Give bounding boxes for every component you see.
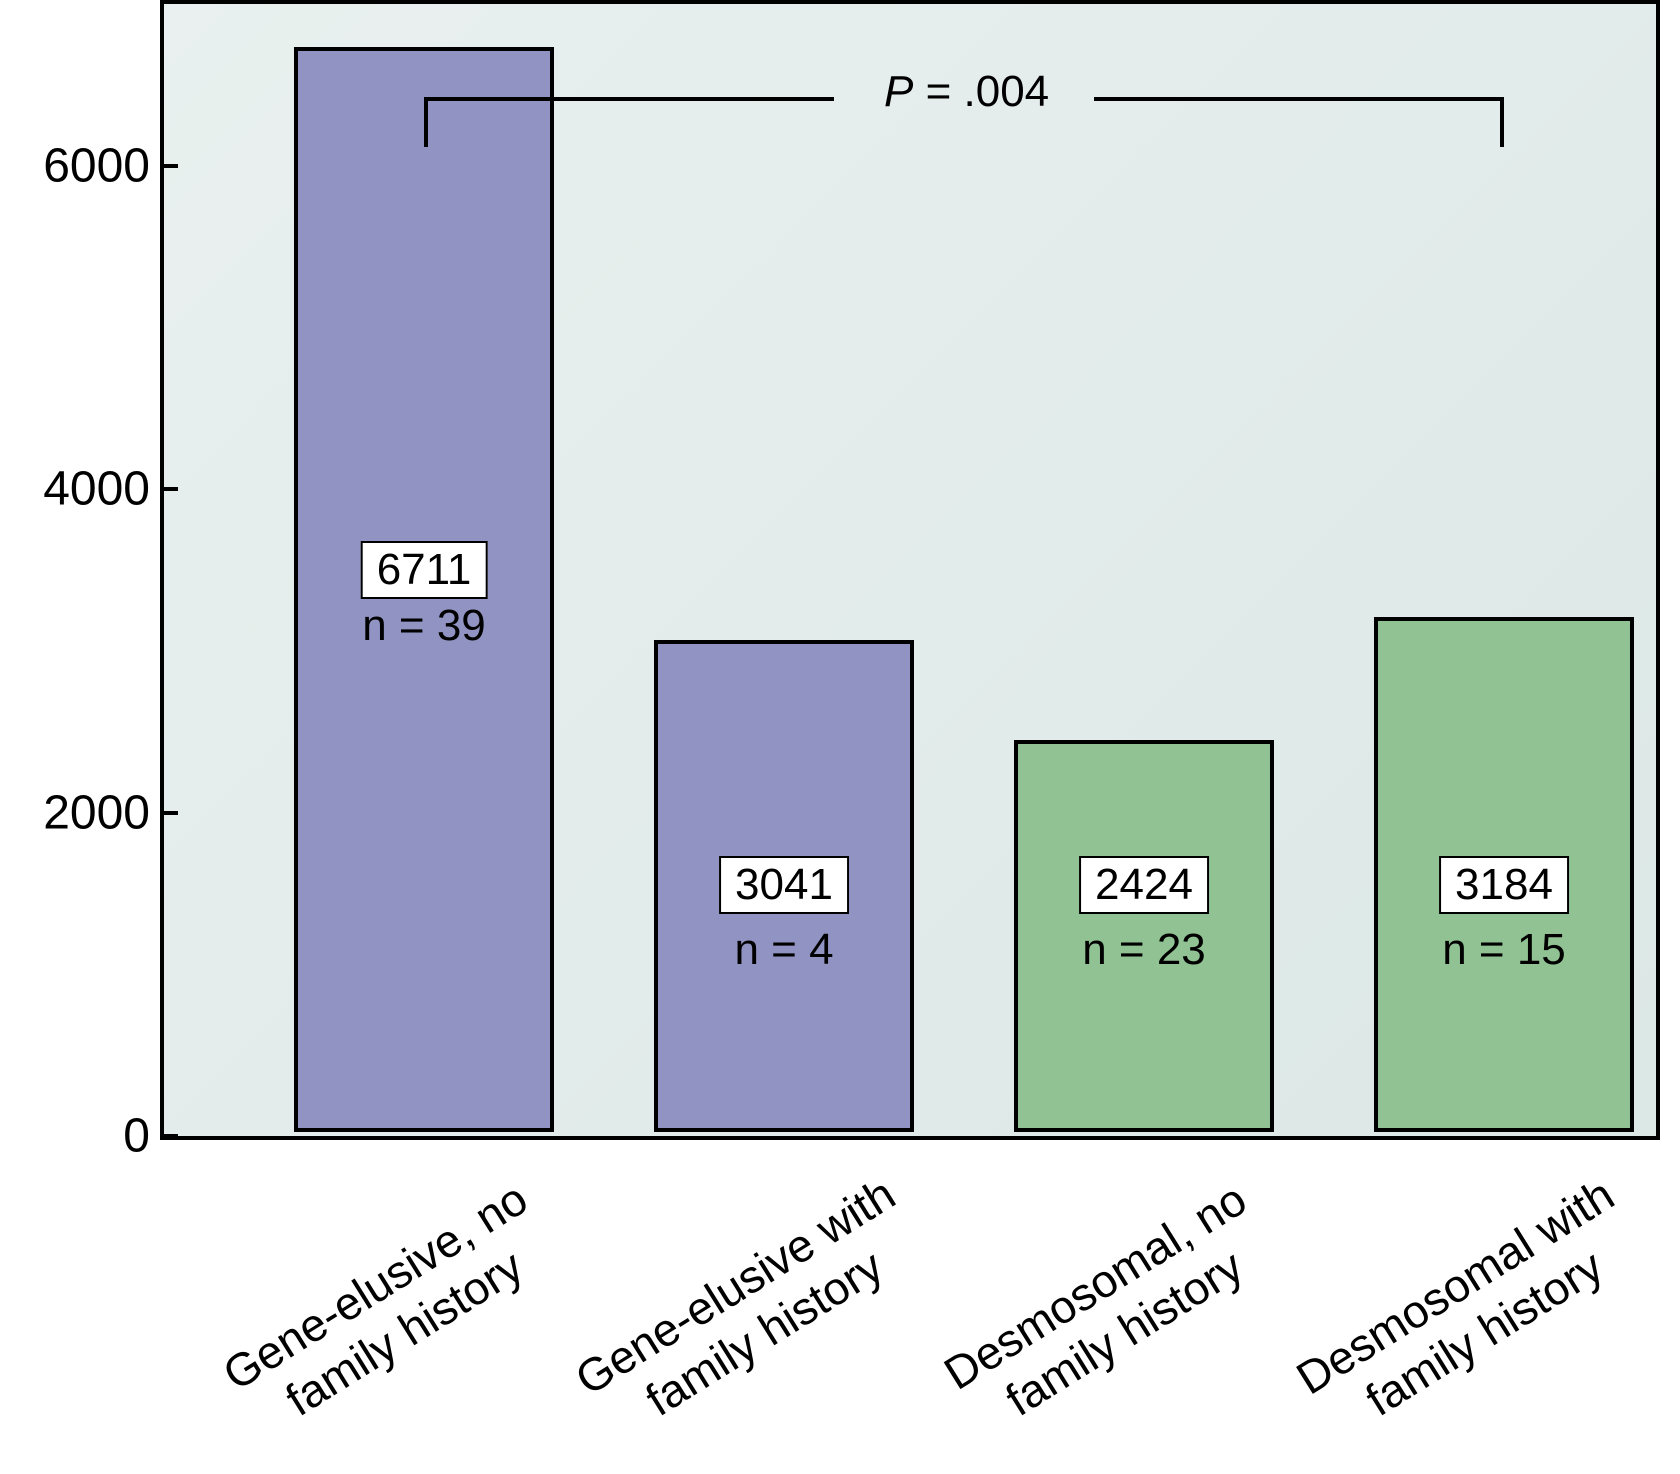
bar-n-label: n = 15 [1442, 925, 1566, 975]
p-value-label: P = .004 [884, 67, 1049, 117]
y-tick-label: 0 [123, 1109, 150, 1164]
x-tick-label: Gene-elusive withfamily history [566, 1166, 935, 1453]
bracket-line-horizontal-left [424, 97, 834, 101]
bar-n-label: n = 39 [362, 601, 486, 651]
bar-value-box: 3184 [1439, 856, 1569, 914]
bar-value-box: 3041 [719, 856, 849, 914]
x-tick-label: Gene-elusive, nofamily history [213, 1171, 566, 1449]
bracket-line-horizontal-right [1094, 97, 1504, 101]
y-tick-mark [160, 487, 178, 491]
y-tick-mark [160, 1134, 178, 1138]
y-tick-label: 4000 [43, 462, 150, 517]
x-tick-label: Desmosomal, nofamily history [934, 1172, 1285, 1449]
bar-value-box: 6711 [361, 541, 488, 599]
y-tick-mark [160, 164, 178, 168]
y-tick-label: 6000 [43, 138, 150, 193]
x-tick-label: Desmosomal withfamily history [1287, 1167, 1653, 1453]
bracket-line-vertical-left [424, 97, 428, 147]
p-italic: P [884, 67, 913, 116]
bracket-line-vertical-right [1500, 97, 1504, 147]
y-tick-label: 2000 [43, 785, 150, 840]
bar-n-label: n = 23 [1082, 925, 1206, 975]
y-tick-mark [160, 811, 178, 815]
bar-n-label: n = 4 [734, 925, 833, 975]
plot-area: 6711n = 39 3041 n = 4 2424 n = 23 3184 n = 15 P… [160, 0, 1660, 1140]
chart-container: Median MET hours/year before presentatio… [0, 0, 1680, 1474]
bar-value-box: 2424 [1079, 856, 1209, 914]
p-value-text: = .004 [913, 67, 1049, 116]
